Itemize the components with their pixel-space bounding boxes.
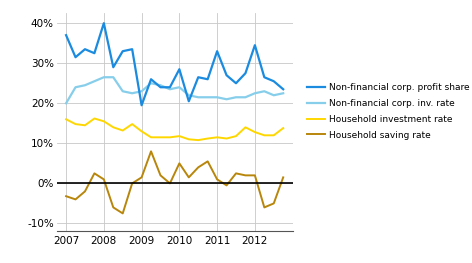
Legend: Non-financial corp. profit share, Non-financial corp. inv. rate, Household inves: Non-financial corp. profit share, Non-fi… xyxy=(307,83,470,140)
